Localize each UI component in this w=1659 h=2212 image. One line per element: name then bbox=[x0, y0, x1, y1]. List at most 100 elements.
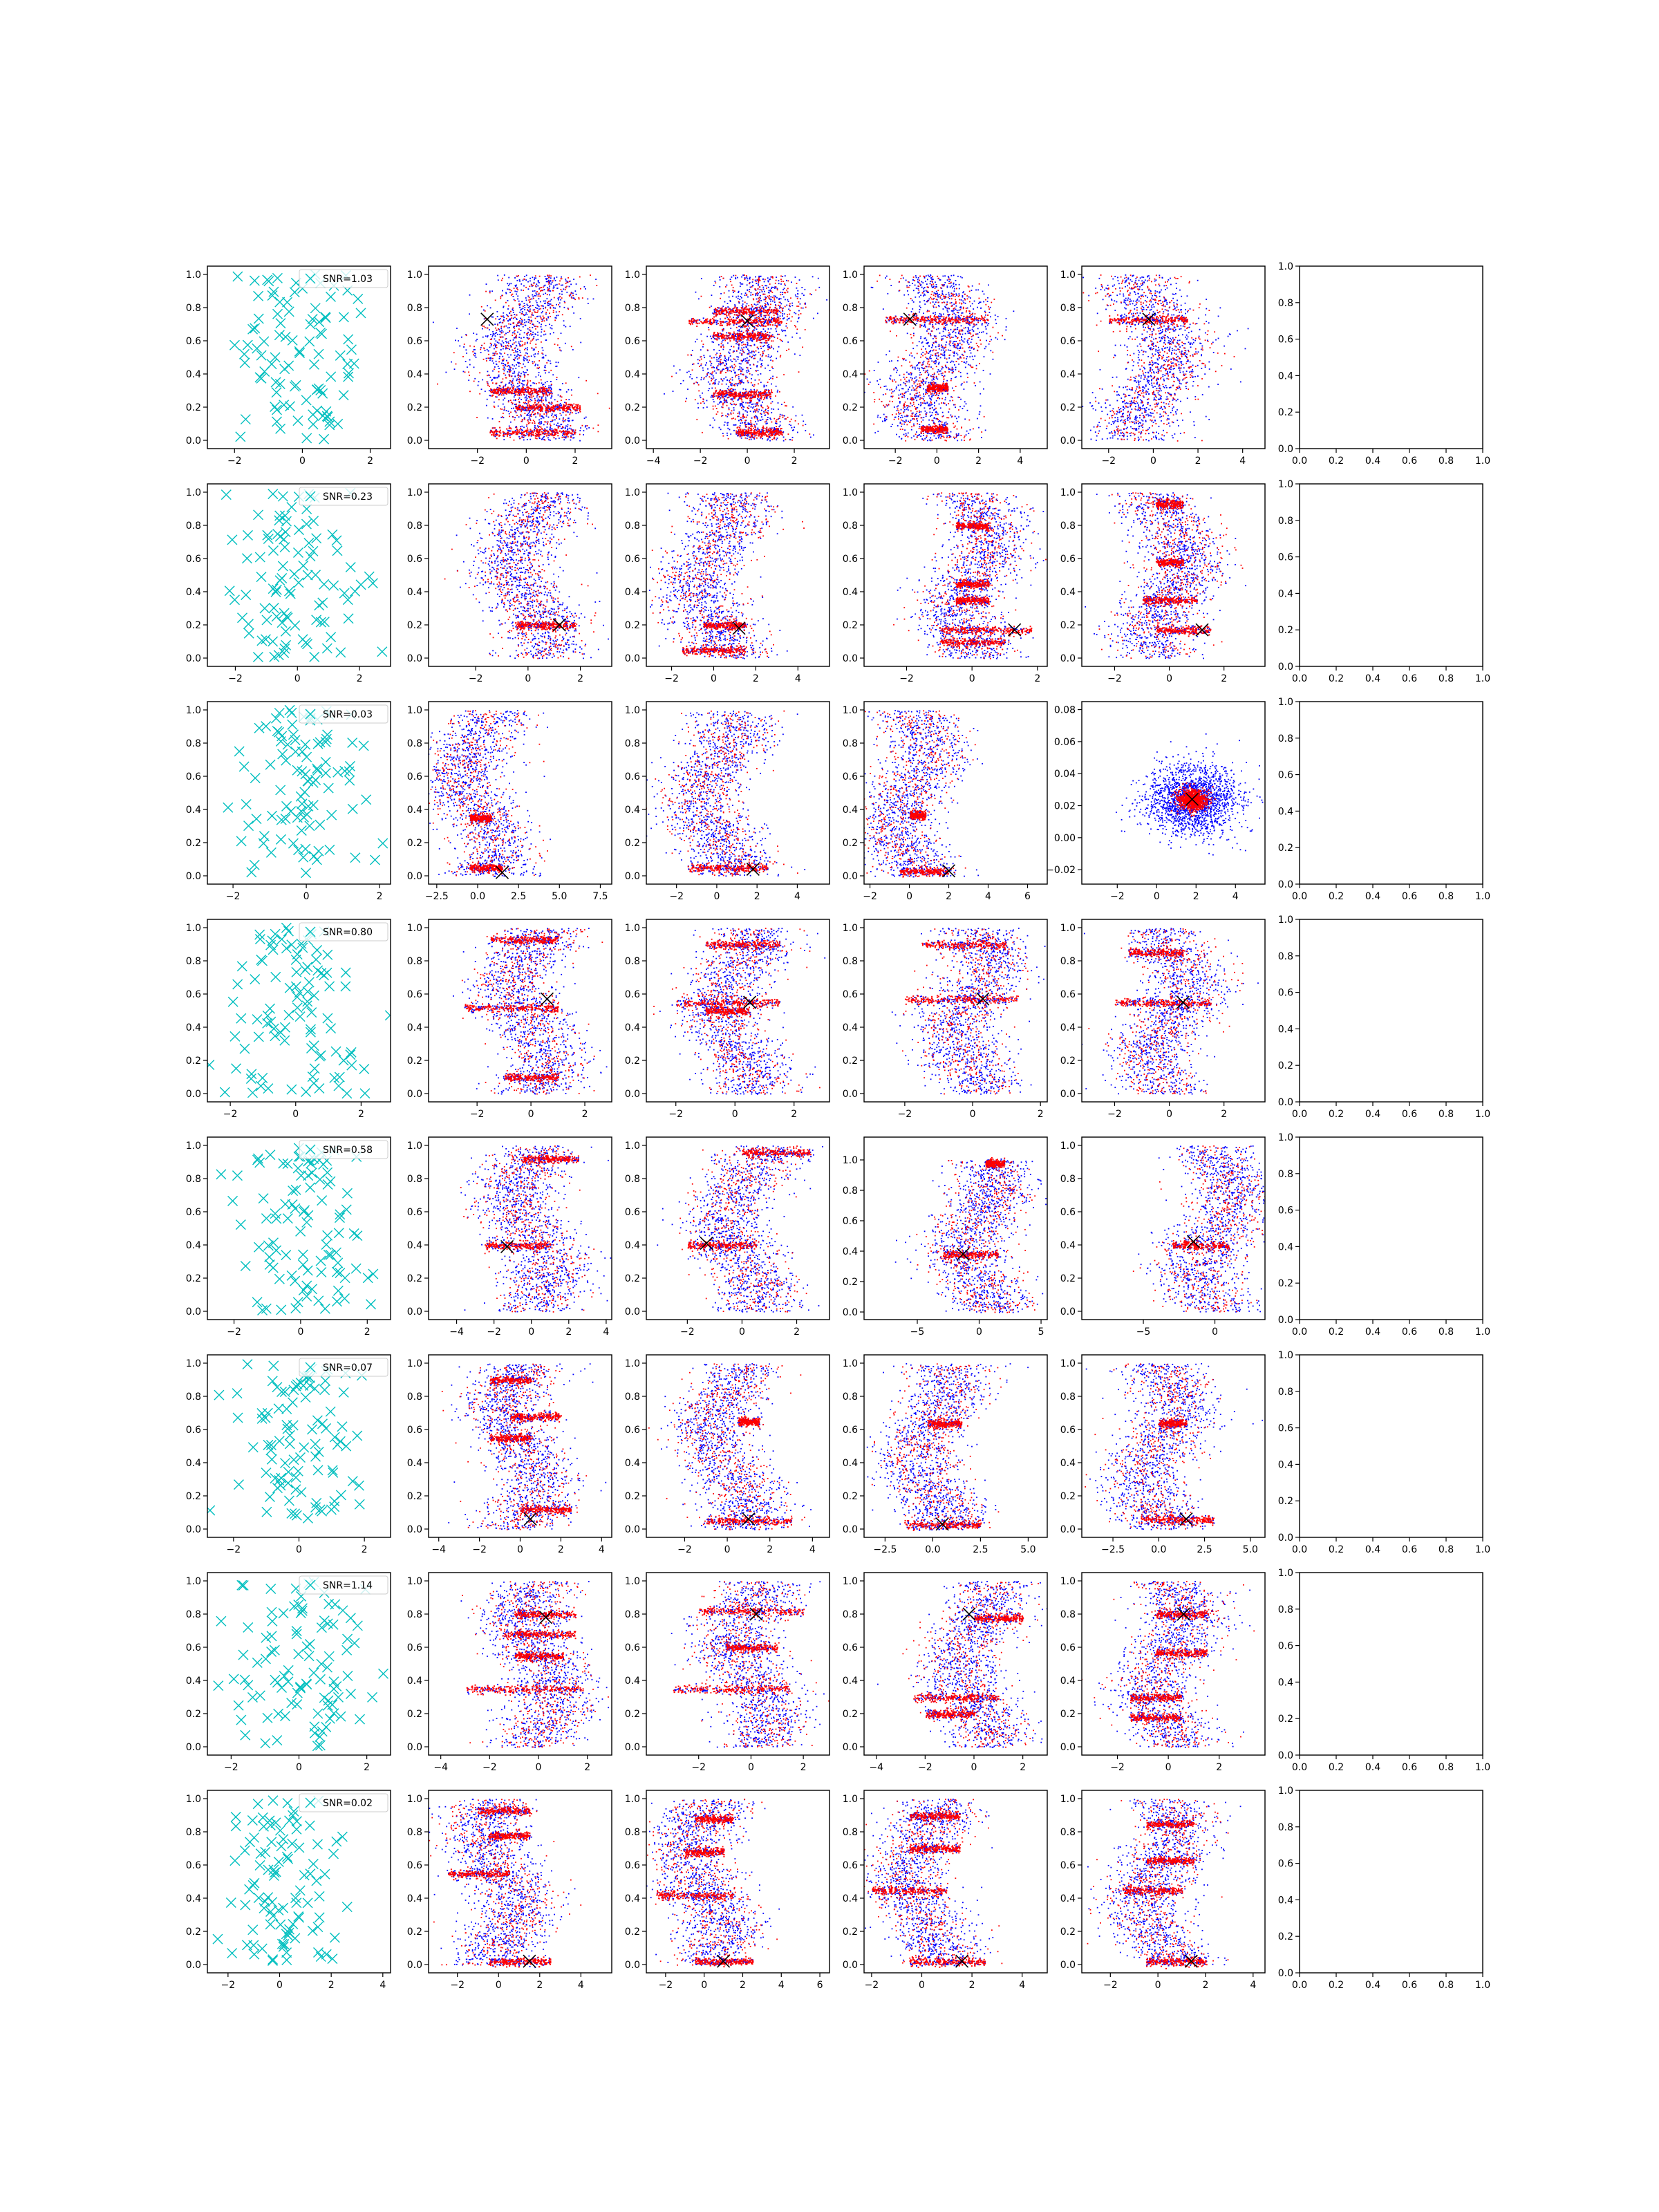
point bbox=[555, 280, 556, 281]
band-point bbox=[697, 323, 698, 324]
point bbox=[516, 280, 518, 281]
point bbox=[549, 324, 550, 325]
point bbox=[521, 321, 523, 323]
point bbox=[503, 363, 504, 364]
point bbox=[494, 348, 495, 350]
point bbox=[772, 335, 774, 336]
point bbox=[571, 297, 572, 299]
point bbox=[755, 317, 756, 319]
band-point bbox=[511, 390, 512, 391]
point bbox=[498, 406, 499, 407]
y-tick-label: 0.0 bbox=[407, 435, 422, 447]
point bbox=[503, 348, 504, 350]
band-point bbox=[516, 427, 517, 428]
band-point bbox=[500, 392, 501, 393]
band-point bbox=[533, 435, 534, 436]
point bbox=[543, 308, 544, 309]
point bbox=[776, 286, 777, 288]
point bbox=[713, 341, 714, 343]
point bbox=[811, 294, 812, 295]
point bbox=[718, 358, 720, 359]
point bbox=[581, 425, 583, 427]
point bbox=[545, 308, 546, 309]
band-point bbox=[716, 338, 718, 339]
point bbox=[775, 328, 776, 330]
point bbox=[552, 420, 553, 421]
point bbox=[551, 389, 552, 391]
point bbox=[568, 418, 569, 419]
band-point bbox=[545, 429, 546, 431]
point bbox=[795, 420, 796, 422]
point bbox=[783, 374, 785, 375]
point bbox=[532, 290, 534, 292]
point bbox=[550, 370, 552, 371]
band-point bbox=[727, 325, 728, 326]
point bbox=[826, 299, 827, 301]
point bbox=[765, 297, 766, 298]
band-point bbox=[509, 435, 511, 436]
point bbox=[548, 417, 550, 418]
point bbox=[780, 279, 782, 280]
point bbox=[771, 355, 772, 357]
y-tick-label: 1.0 bbox=[407, 270, 422, 281]
point bbox=[538, 295, 539, 297]
point bbox=[778, 334, 780, 335]
point bbox=[789, 305, 790, 306]
point bbox=[722, 349, 724, 350]
point bbox=[547, 290, 549, 292]
band-point bbox=[543, 400, 544, 401]
point bbox=[536, 395, 538, 396]
point bbox=[572, 295, 574, 297]
point bbox=[761, 363, 762, 364]
plot-area bbox=[424, 274, 620, 441]
point bbox=[780, 315, 781, 317]
point bbox=[745, 424, 747, 425]
band-point bbox=[713, 319, 715, 320]
x-marker bbox=[343, 359, 353, 369]
point bbox=[534, 326, 536, 327]
point bbox=[741, 438, 742, 439]
point bbox=[765, 428, 767, 429]
point bbox=[530, 333, 532, 335]
band-point bbox=[775, 321, 776, 322]
point bbox=[770, 419, 771, 420]
band-point bbox=[729, 317, 731, 318]
point bbox=[544, 330, 545, 332]
point bbox=[767, 438, 769, 440]
point bbox=[476, 334, 478, 335]
point bbox=[767, 365, 769, 366]
point bbox=[764, 291, 765, 292]
point bbox=[551, 384, 552, 385]
point bbox=[758, 317, 760, 319]
point bbox=[536, 291, 538, 292]
point bbox=[574, 298, 575, 299]
point bbox=[766, 288, 767, 289]
point bbox=[525, 366, 526, 367]
point bbox=[738, 347, 740, 348]
point bbox=[737, 330, 738, 331]
point bbox=[500, 298, 501, 299]
point bbox=[758, 348, 759, 350]
band-point bbox=[532, 411, 534, 413]
point bbox=[709, 355, 711, 357]
band-point bbox=[724, 337, 725, 339]
point bbox=[740, 425, 741, 427]
band-point bbox=[754, 333, 756, 335]
point bbox=[762, 365, 763, 366]
point bbox=[529, 278, 531, 279]
point bbox=[710, 365, 711, 366]
point bbox=[760, 316, 762, 317]
point bbox=[473, 354, 474, 355]
point bbox=[769, 283, 771, 285]
point bbox=[543, 315, 544, 317]
point bbox=[511, 384, 512, 385]
band-point bbox=[565, 404, 567, 406]
point bbox=[555, 415, 556, 416]
point bbox=[752, 306, 753, 307]
point bbox=[492, 358, 494, 359]
point bbox=[804, 303, 805, 305]
point bbox=[539, 424, 541, 425]
point bbox=[543, 424, 545, 425]
point bbox=[524, 417, 525, 418]
